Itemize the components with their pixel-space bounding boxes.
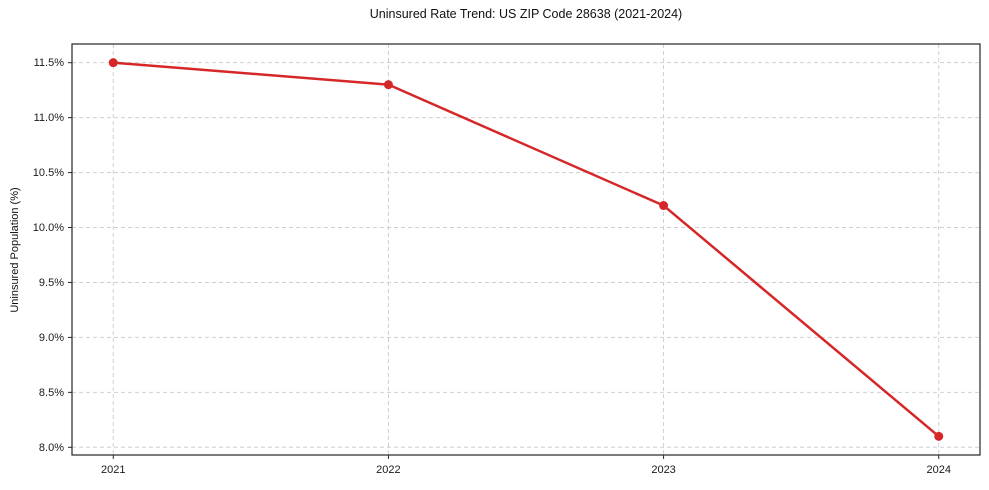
x-tick-label: 2024: [926, 464, 950, 476]
y-tick-label: 10.0%: [33, 222, 64, 234]
y-tick-label: 10.5%: [33, 167, 64, 179]
data-point: [659, 201, 669, 211]
x-tick-label: 2022: [376, 464, 400, 476]
y-tick-label: 9.5%: [39, 277, 64, 289]
y-tick-label: 8.0%: [39, 442, 64, 454]
axes-box: [71, 43, 981, 456]
x-tick-label: 2021: [101, 464, 125, 476]
data-point: [934, 431, 944, 441]
trend-line: [112, 61, 940, 438]
y-tick-label: 9.0%: [39, 332, 64, 344]
y-tick-label: 11.0%: [34, 112, 65, 124]
y-tick-label: 8.5%: [39, 387, 64, 399]
data-point: [108, 58, 118, 68]
chart-title: Uninsured Rate Trend: US ZIP Code 28638 …: [369, 7, 683, 21]
plot-background: [72, 44, 980, 455]
x-tick-label: 2023: [651, 464, 675, 476]
y-tick-label: 11.5%: [34, 57, 65, 69]
data-point: [383, 80, 393, 90]
